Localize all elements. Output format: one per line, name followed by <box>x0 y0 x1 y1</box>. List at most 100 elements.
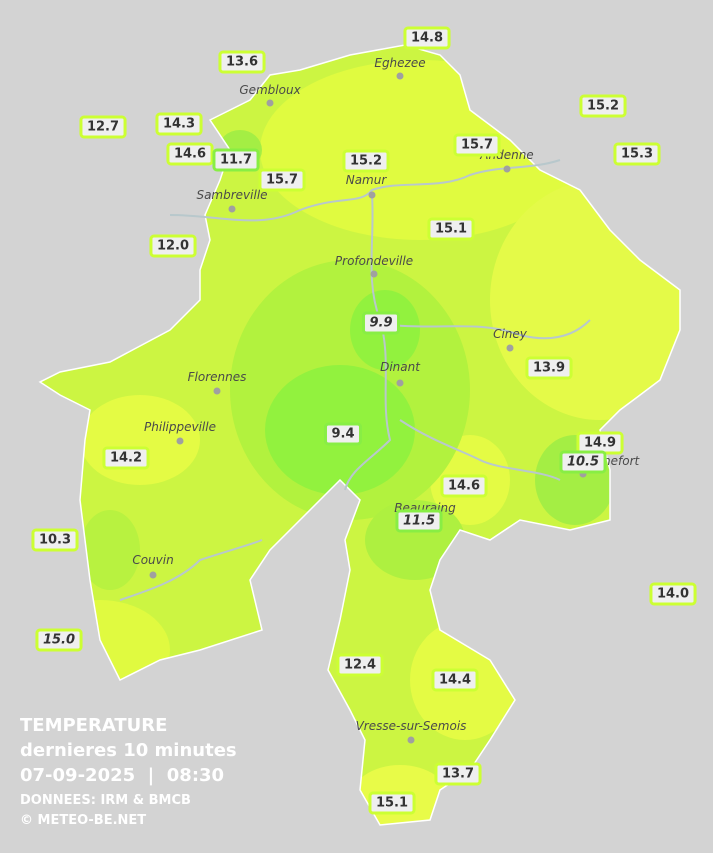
station-value: 14.6 <box>174 147 206 162</box>
town-label: Couvin <box>132 553 173 567</box>
station-box <box>102 446 150 470</box>
station: 15.3 <box>613 142 661 166</box>
station-value: 15.7 <box>461 138 493 153</box>
station-value: 13.6 <box>226 55 258 70</box>
rivers <box>119 159 591 601</box>
legend-copyright: © METEO-BE.NET <box>20 813 146 828</box>
station-value: 14.8 <box>411 31 443 46</box>
station: 11.5 <box>395 509 443 533</box>
station-box <box>427 217 475 241</box>
station: 14.6 <box>440 474 488 498</box>
station-box <box>440 474 488 498</box>
station-box <box>342 149 390 173</box>
station-value: 12.7 <box>87 120 119 135</box>
station: 15.2 <box>579 94 627 118</box>
station: 14.9 <box>576 431 624 455</box>
station: 11.7 <box>212 148 260 172</box>
station-value: 15.1 <box>435 222 467 237</box>
station-value: 15.2 <box>587 99 619 114</box>
town-label: Philippeville <box>144 420 216 434</box>
station-value: 9.9 <box>369 316 392 331</box>
station-box <box>31 528 79 552</box>
station-box <box>368 791 416 815</box>
station-box <box>336 653 384 677</box>
town-label: Profondeville <box>335 254 413 268</box>
station-box <box>525 356 573 380</box>
town-dot <box>506 344 514 352</box>
station-box <box>434 762 482 786</box>
town-dot <box>370 270 378 278</box>
station-value: 12.0 <box>157 239 189 254</box>
station-box <box>403 26 451 50</box>
station: 15.2 <box>342 149 390 173</box>
station: 15.0 <box>35 628 83 652</box>
station-box <box>258 168 306 192</box>
legend: TEMPERATURE dernieres 10 minutes 07-09-2… <box>20 715 237 828</box>
station-box <box>361 311 401 335</box>
station-box <box>453 133 501 157</box>
station-box <box>149 234 197 258</box>
station-value: 11.7 <box>220 153 252 168</box>
station: 14.2 <box>102 446 150 470</box>
legend-source: DONNEES: IRM & BMCB <box>20 793 191 808</box>
town-dot <box>228 205 236 213</box>
station: 15.1 <box>368 791 416 815</box>
town-label: Sambreville <box>196 188 267 202</box>
station: 15.7 <box>258 168 306 192</box>
town-dot <box>407 736 415 744</box>
station-value: 14.6 <box>448 479 480 494</box>
station: 12.7 <box>79 115 127 139</box>
station-value: 14.3 <box>163 117 195 132</box>
town-dot <box>396 379 404 387</box>
town-label: Dinant <box>380 360 421 374</box>
station-value: 13.7 <box>442 767 474 782</box>
station: 9.4 <box>323 422 363 446</box>
legend-timestamp: 07-09-2025 | 08:30 <box>20 765 224 786</box>
station-box <box>431 668 479 692</box>
station-box <box>559 450 607 474</box>
town-label: Florennes <box>188 370 247 384</box>
station: 9.9 <box>361 311 401 335</box>
station-value: 12.4 <box>344 658 376 673</box>
station-box <box>166 142 214 166</box>
station: 14.8 <box>403 26 451 50</box>
station-value: 15.0 <box>43 633 75 648</box>
town-dot <box>176 437 184 445</box>
town-label: Ciney <box>493 327 528 341</box>
town-dot <box>149 571 157 579</box>
station-box <box>35 628 83 652</box>
station-value: 10.5 <box>567 455 599 470</box>
legend-subtitle: dernieres 10 minutes <box>20 740 237 761</box>
town-label: Namur <box>346 173 388 187</box>
station-box <box>212 148 260 172</box>
station-box <box>579 94 627 118</box>
station-value: 13.9 <box>533 361 565 376</box>
town-dot <box>368 191 376 199</box>
station-box <box>323 422 363 446</box>
station: 13.7 <box>434 762 482 786</box>
station-value: 14.0 <box>657 587 689 602</box>
town-label: Gembloux <box>239 83 301 97</box>
station: 14.0 <box>649 582 697 606</box>
station-value: 15.1 <box>376 796 408 811</box>
station-value: 14.2 <box>110 451 142 466</box>
station: 13.9 <box>525 356 573 380</box>
station-value: 15.3 <box>621 147 653 162</box>
station: 15.7 <box>453 133 501 157</box>
town-dot <box>213 387 221 395</box>
station: 12.4 <box>336 653 384 677</box>
station-value: 14.9 <box>584 436 616 451</box>
station-value: 10.3 <box>39 533 71 548</box>
town-dot <box>266 99 274 107</box>
station: 14.6 <box>166 142 214 166</box>
station: 10.5 <box>559 450 607 474</box>
station-value: 15.7 <box>266 173 298 188</box>
town-dot <box>396 72 404 80</box>
town-dot <box>503 165 511 173</box>
station: 10.3 <box>31 528 79 552</box>
station-box <box>79 115 127 139</box>
legend-title: TEMPERATURE <box>20 715 167 736</box>
station: 14.4 <box>431 668 479 692</box>
station: 13.6 <box>218 50 266 74</box>
